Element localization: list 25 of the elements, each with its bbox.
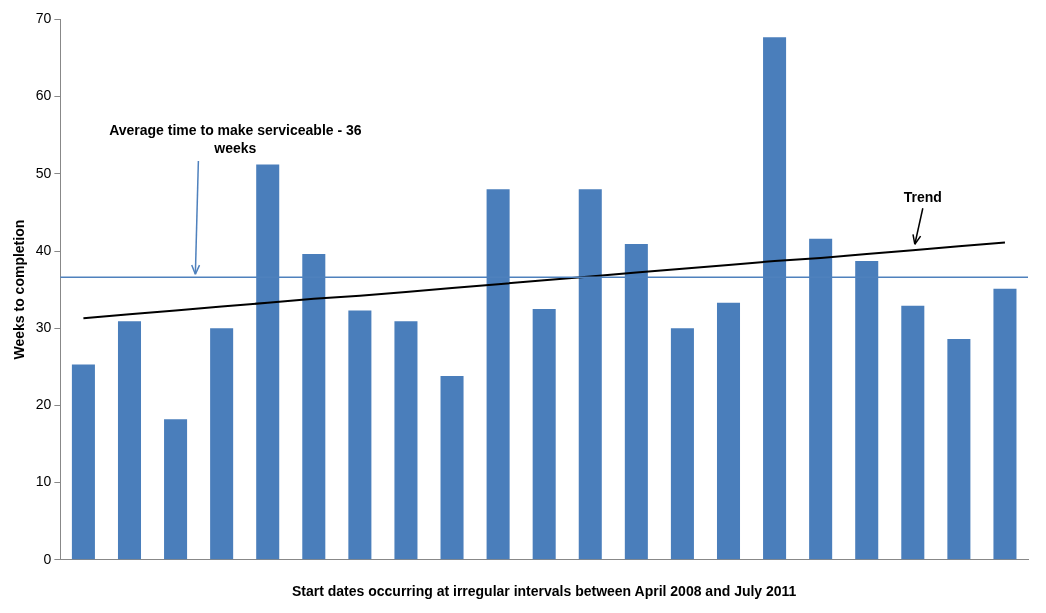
y-axis-title: Weeks to completion: [11, 219, 28, 360]
bar: [947, 339, 971, 560]
y-tick-label: 30: [35, 319, 52, 336]
bar: [71, 364, 95, 560]
x-axis-title: Start dates occurring at irregular intervals between April 2008 and July 2011: [291, 583, 797, 600]
bar: [901, 305, 925, 560]
y-tick-label: 70: [35, 10, 52, 27]
bar: [394, 321, 418, 560]
bar: [117, 321, 142, 560]
y-tick-label: 20: [35, 396, 52, 413]
bar: [164, 419, 188, 560]
bar: [532, 308, 556, 560]
bar: [210, 328, 234, 560]
bar: [348, 310, 372, 560]
y-tick-label: 50: [35, 164, 52, 181]
text: Trend: [903, 189, 942, 206]
bar: [993, 288, 1017, 560]
bar: [716, 302, 741, 560]
bar: [670, 328, 694, 560]
y-tick-label: 60: [35, 87, 52, 104]
y-tick-label: 10: [35, 473, 52, 490]
ref-line-label: Average time to make serviceable - 36 weeks: [109, 122, 362, 156]
bar: [440, 376, 464, 560]
y-tick-label: 40: [35, 241, 52, 258]
y-tick-label: 0: [43, 550, 52, 567]
